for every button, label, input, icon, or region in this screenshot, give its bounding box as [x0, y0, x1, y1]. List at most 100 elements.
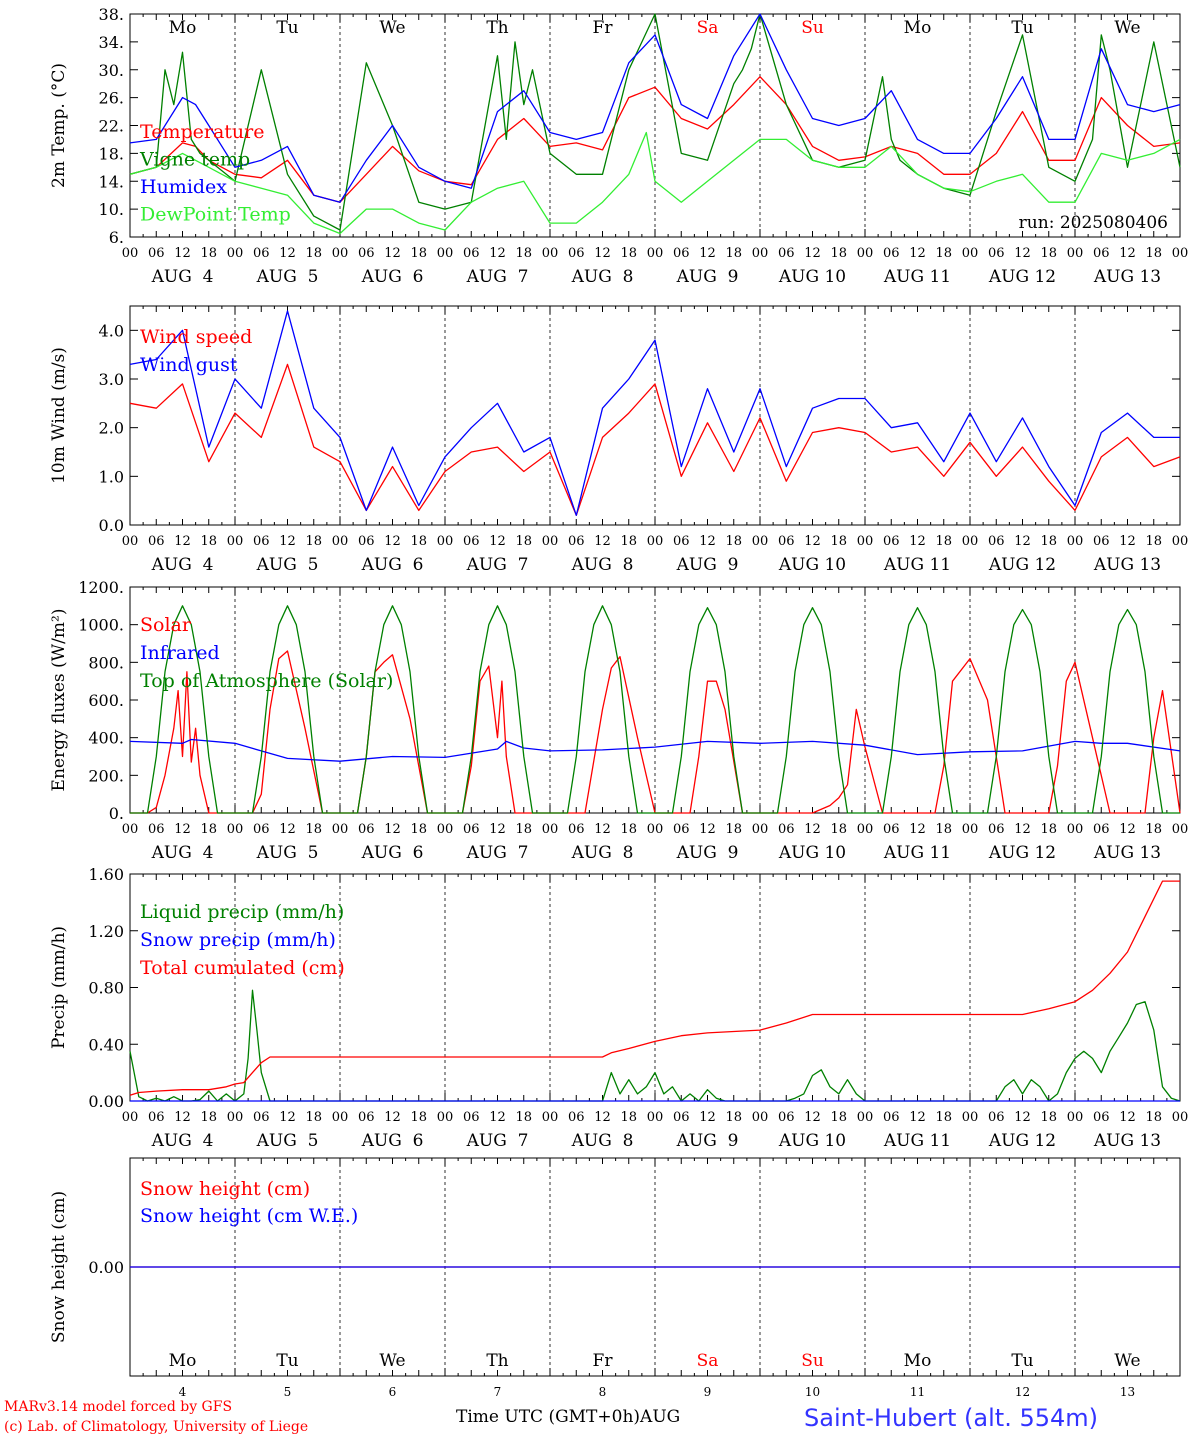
date-label: AUG 12: [988, 843, 1056, 863]
hour-tick-label: 18: [830, 534, 847, 549]
date-label: AUG 9: [676, 555, 739, 575]
y-tick-label: 0.00: [88, 1092, 124, 1111]
weekday-label: We: [1114, 18, 1140, 38]
legend-entry: Infrared: [140, 642, 220, 664]
y-axis-title: 10m Wind (m/s): [49, 347, 69, 484]
hour-tick-label: 06: [568, 1110, 585, 1125]
hour-tick-label: 12: [594, 1110, 611, 1125]
hour-tick-label: 00: [752, 534, 769, 549]
hour-tick-label: 18: [620, 534, 637, 549]
date-label: AUG 13: [1093, 843, 1161, 863]
date-label: AUG 10: [778, 267, 846, 287]
date-label: AUG 9: [676, 1131, 739, 1151]
hour-tick-label: 00: [857, 246, 874, 261]
weekday-label: Mo: [904, 1351, 932, 1371]
y-tick-label: 2.0: [99, 419, 124, 438]
hour-tick-label: 12: [384, 534, 401, 549]
hour-tick-label: 18: [620, 822, 637, 837]
hour-tick-label: 00: [437, 1110, 454, 1125]
hour-tick-label: 06: [148, 822, 165, 837]
hour-tick-label: 00: [122, 246, 139, 261]
weekday-label: Th: [486, 18, 508, 38]
hour-tick-label: 00: [647, 822, 664, 837]
date-label: AUG 6: [361, 843, 424, 863]
hour-tick-label: 18: [515, 822, 532, 837]
hour-tick-label: 12: [804, 534, 821, 549]
y-tick-label: 0.80: [88, 979, 124, 998]
hour-tick-label: 06: [253, 246, 270, 261]
date-label: AUG 7: [466, 843, 529, 863]
y-tick-label: 1.20: [88, 922, 124, 941]
hour-tick-label: 18: [200, 534, 217, 549]
day-number-label: 7: [494, 1385, 502, 1399]
hour-tick-label: 18: [305, 822, 322, 837]
hour-tick-label: 00: [857, 534, 874, 549]
date-label: AUG 4: [151, 267, 214, 287]
hour-tick-label: 06: [358, 246, 375, 261]
run-label: run: 2025080406: [1019, 213, 1168, 233]
y-tick-label: 22.: [99, 117, 124, 136]
hour-tick-label: 06: [148, 246, 165, 261]
day-number-label: 4: [179, 1385, 187, 1399]
hour-tick-label: 06: [778, 1110, 795, 1125]
hour-tick-label: 18: [725, 1110, 742, 1125]
day-number-label: 9: [704, 1385, 712, 1399]
weekday-label: Sa: [697, 1351, 719, 1371]
y-tick-label: 400.: [88, 729, 124, 748]
hour-tick-label: 06: [358, 1110, 375, 1125]
hour-tick-label: 18: [305, 534, 322, 549]
y-tick-label: 10.: [99, 200, 124, 219]
hour-tick-label: 18: [725, 534, 742, 549]
hour-tick-label: 06: [883, 1110, 900, 1125]
legend-entry: Snow height (cm W.E.): [140, 1205, 358, 1227]
hour-tick-label: 06: [988, 1110, 1005, 1125]
hour-tick-label: 00: [437, 246, 454, 261]
hour-tick-label: 12: [699, 534, 716, 549]
hour-tick-label: 12: [1014, 534, 1031, 549]
hour-tick-label: 12: [1119, 534, 1136, 549]
series-line-2: [129, 310, 1180, 516]
day-number-label: 11: [910, 1385, 925, 1399]
date-label: AUG 12: [988, 267, 1056, 287]
hour-tick-label: 18: [200, 1110, 217, 1125]
hour-tick-label: 00: [857, 822, 874, 837]
day-number-label: 5: [284, 1385, 292, 1399]
day-number-label: 13: [1120, 1385, 1135, 1399]
y-tick-label: 0.40: [88, 1035, 124, 1054]
panel-1: 6. 10. 14. 18. 22. 26. 30. 34. 38. 2m Temp. (°C) M…: [49, 5, 1188, 287]
date-label: AUG 11: [883, 267, 951, 287]
y-tick-label: 18.: [99, 144, 124, 163]
series-line-3: [130, 605, 1180, 814]
hour-tick-label: 06: [1093, 822, 1110, 837]
hour-tick-label: 00: [1067, 1110, 1084, 1125]
hour-tick-label: 12: [594, 246, 611, 261]
weekday-label: We: [379, 1351, 405, 1371]
hour-tick-label: 00: [122, 822, 139, 837]
hour-tick-label: 00: [962, 822, 979, 837]
hour-tick-label: 06: [358, 534, 375, 549]
hour-tick-label: 06: [253, 534, 270, 549]
date-label: AUG 11: [883, 1131, 951, 1151]
hour-tick-label: 12: [699, 1110, 716, 1125]
month-label: AUG: [640, 1407, 681, 1427]
hour-tick-label: 12: [594, 822, 611, 837]
hour-tick-label: 00: [227, 534, 244, 549]
hour-tick-label: 18: [200, 822, 217, 837]
y-tick-label: 1.0: [99, 467, 124, 486]
hour-tick-label: 18: [305, 1110, 322, 1125]
weekday-label: Su: [801, 18, 824, 38]
date-label: AUG 11: [883, 843, 951, 863]
legend-entry: Total cumulated (cm): [140, 957, 345, 979]
panel-4: 0.00 0.40 0.80 1.20 1.60 Precip (mm/h) 00 06 12 1…: [49, 865, 1188, 1151]
hour-tick-label-end: 00: [1172, 1110, 1189, 1125]
weekday-label: Mo: [169, 1351, 197, 1371]
hour-tick-label: 00: [647, 246, 664, 261]
legend-entry: Snow height (cm): [140, 1178, 310, 1200]
date-label: AUG 5: [256, 555, 319, 575]
weekday-label: Sa: [697, 18, 719, 38]
series-line-4: [129, 131, 1181, 235]
hour-tick-label: 12: [909, 822, 926, 837]
date-label: AUG 9: [676, 267, 739, 287]
legend-entry: Snow precip (mm/h): [140, 929, 336, 951]
date-label: AUG 6: [361, 555, 424, 575]
